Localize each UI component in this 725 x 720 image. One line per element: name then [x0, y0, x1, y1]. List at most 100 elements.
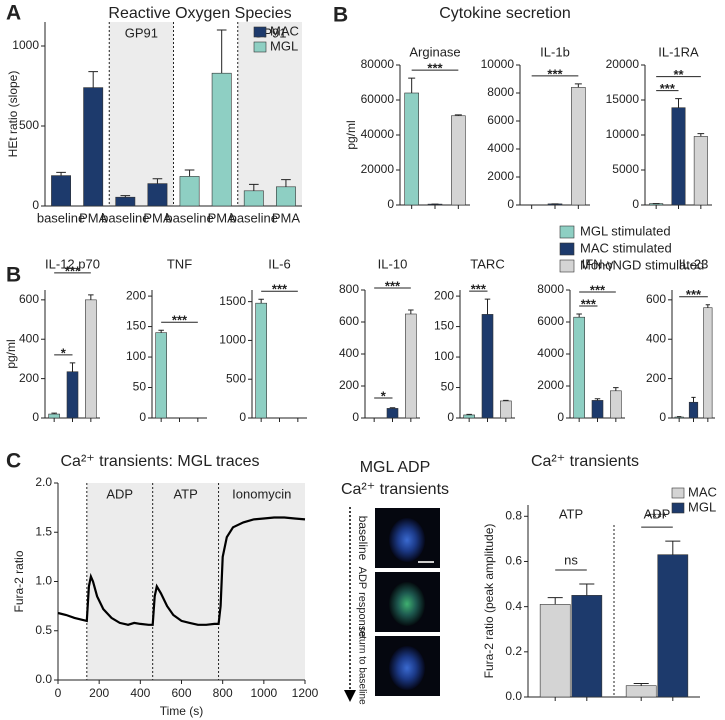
trace	[57, 516, 306, 626]
chart-title: IL-1RA	[658, 44, 699, 59]
legend-swatch	[671, 502, 685, 514]
region-label: ATP	[173, 486, 197, 501]
error-bar	[281, 179, 291, 187]
sig-label: ***	[385, 278, 401, 293]
error-bar	[691, 396, 696, 403]
y-tick-label: 0.0	[505, 689, 522, 703]
y-axis-label: Fura-2 ratio (peak amplitude)	[482, 524, 496, 679]
y-tick-label: 150	[126, 319, 146, 333]
y-tick-label: 100	[126, 349, 146, 363]
x-tick-label: PMA	[79, 210, 108, 225]
legend-label: MAC	[270, 23, 299, 38]
region-label: ADP	[106, 486, 133, 501]
y-tick-label: 20000	[361, 162, 395, 176]
sig-label: ***	[272, 282, 288, 297]
sig-label: ***	[427, 61, 443, 76]
legend-swatch	[253, 26, 267, 38]
y-tick-label: 0	[139, 410, 146, 424]
sig-label: ***	[660, 81, 676, 96]
error-bar	[579, 583, 595, 596]
sig-label: ***	[172, 313, 188, 328]
error-bar	[408, 309, 414, 314]
panel-letter: A	[6, 2, 21, 25]
bar	[275, 186, 296, 207]
error-bar	[216, 29, 227, 74]
image-title: MGL ADP	[360, 459, 431, 476]
bar	[83, 87, 104, 207]
bar	[85, 299, 97, 419]
bar	[451, 115, 466, 206]
category-label: ADP	[644, 506, 671, 521]
error-bar	[503, 399, 509, 401]
y-tick-label: 40000	[361, 127, 395, 141]
x-tick-label: baseline	[101, 210, 149, 225]
error-bar	[675, 98, 682, 108]
x-tick-label: 1200	[292, 686, 319, 700]
panel-letter: B	[6, 264, 21, 287]
chart-title: IL-1b	[540, 44, 570, 59]
error-bar	[88, 71, 99, 88]
bar	[625, 685, 657, 698]
y-tick-label: 600	[646, 292, 666, 306]
x-tick-label: PMA	[208, 210, 237, 225]
y-tick-label: 600	[339, 314, 359, 328]
x-axis-label: Time (s)	[160, 704, 204, 718]
sig-label: *	[381, 388, 387, 403]
y-tick-label: 500	[19, 118, 39, 132]
cell	[389, 518, 425, 562]
y-tick-label: 1000	[12, 38, 39, 52]
bar	[703, 307, 713, 419]
group-title: Cytokine secretion	[439, 5, 571, 22]
chart-title: TARC	[470, 256, 504, 271]
bar	[404, 92, 419, 206]
y-tick-label: 1500	[219, 294, 246, 308]
image-label: baseline	[356, 516, 370, 561]
y-tick-label: 0	[32, 410, 39, 424]
region-label: Ionomycin	[232, 486, 291, 501]
error-bar	[258, 298, 264, 304]
chart-title: IL-10	[378, 256, 408, 271]
y-tick-label: 2000	[537, 378, 564, 392]
y-tick-label: 4000	[537, 346, 564, 360]
x-tick-label: 200	[89, 686, 109, 700]
legend-swatch	[559, 225, 575, 239]
y-tick-label: 1.5	[35, 524, 52, 538]
legend-swatch	[559, 259, 575, 273]
y-tick-label: 200	[646, 371, 666, 385]
y-tick-label: 100	[434, 349, 454, 363]
legend-swatch	[671, 487, 685, 499]
y-tick-label: 0.5	[35, 623, 52, 637]
chart-title: TNF	[167, 256, 192, 271]
y-tick-label: 150	[434, 319, 454, 333]
y-tick-label: 0.0	[35, 672, 52, 686]
panel-letter: B	[333, 4, 348, 27]
bar	[211, 72, 232, 207]
x-tick-label: 0	[55, 686, 62, 700]
legend-swatch	[559, 242, 575, 256]
y-axis-label: HEt ratio (slope)	[6, 71, 20, 158]
bar	[610, 390, 622, 419]
cell	[389, 646, 425, 690]
y-tick-label: 0	[659, 410, 666, 424]
bar	[48, 413, 60, 419]
error-bar	[51, 412, 57, 415]
bar	[571, 595, 603, 698]
bar	[147, 183, 168, 207]
sig-label: ***	[686, 287, 702, 302]
y-axis-label: pg/ml	[4, 339, 18, 368]
image-label: return to baseline	[356, 627, 367, 705]
legend-label: MGL	[688, 499, 716, 514]
error-bar	[466, 413, 472, 415]
chart-title: Ca²⁺ transients: MGL traces	[60, 453, 259, 470]
y-tick-label: 400	[339, 346, 359, 360]
error-bar	[56, 171, 66, 176]
shaded-region	[237, 22, 302, 206]
sig-label: ***	[590, 282, 606, 297]
chart-title: Ca²⁺ transients	[531, 453, 639, 470]
x-tick-label: baseline	[230, 210, 278, 225]
bar	[115, 196, 136, 207]
y-tick-label: 200	[434, 288, 454, 302]
legend-swatch	[253, 41, 267, 53]
y-tick-label: 0	[557, 410, 564, 424]
category-label: ATP	[559, 506, 583, 521]
